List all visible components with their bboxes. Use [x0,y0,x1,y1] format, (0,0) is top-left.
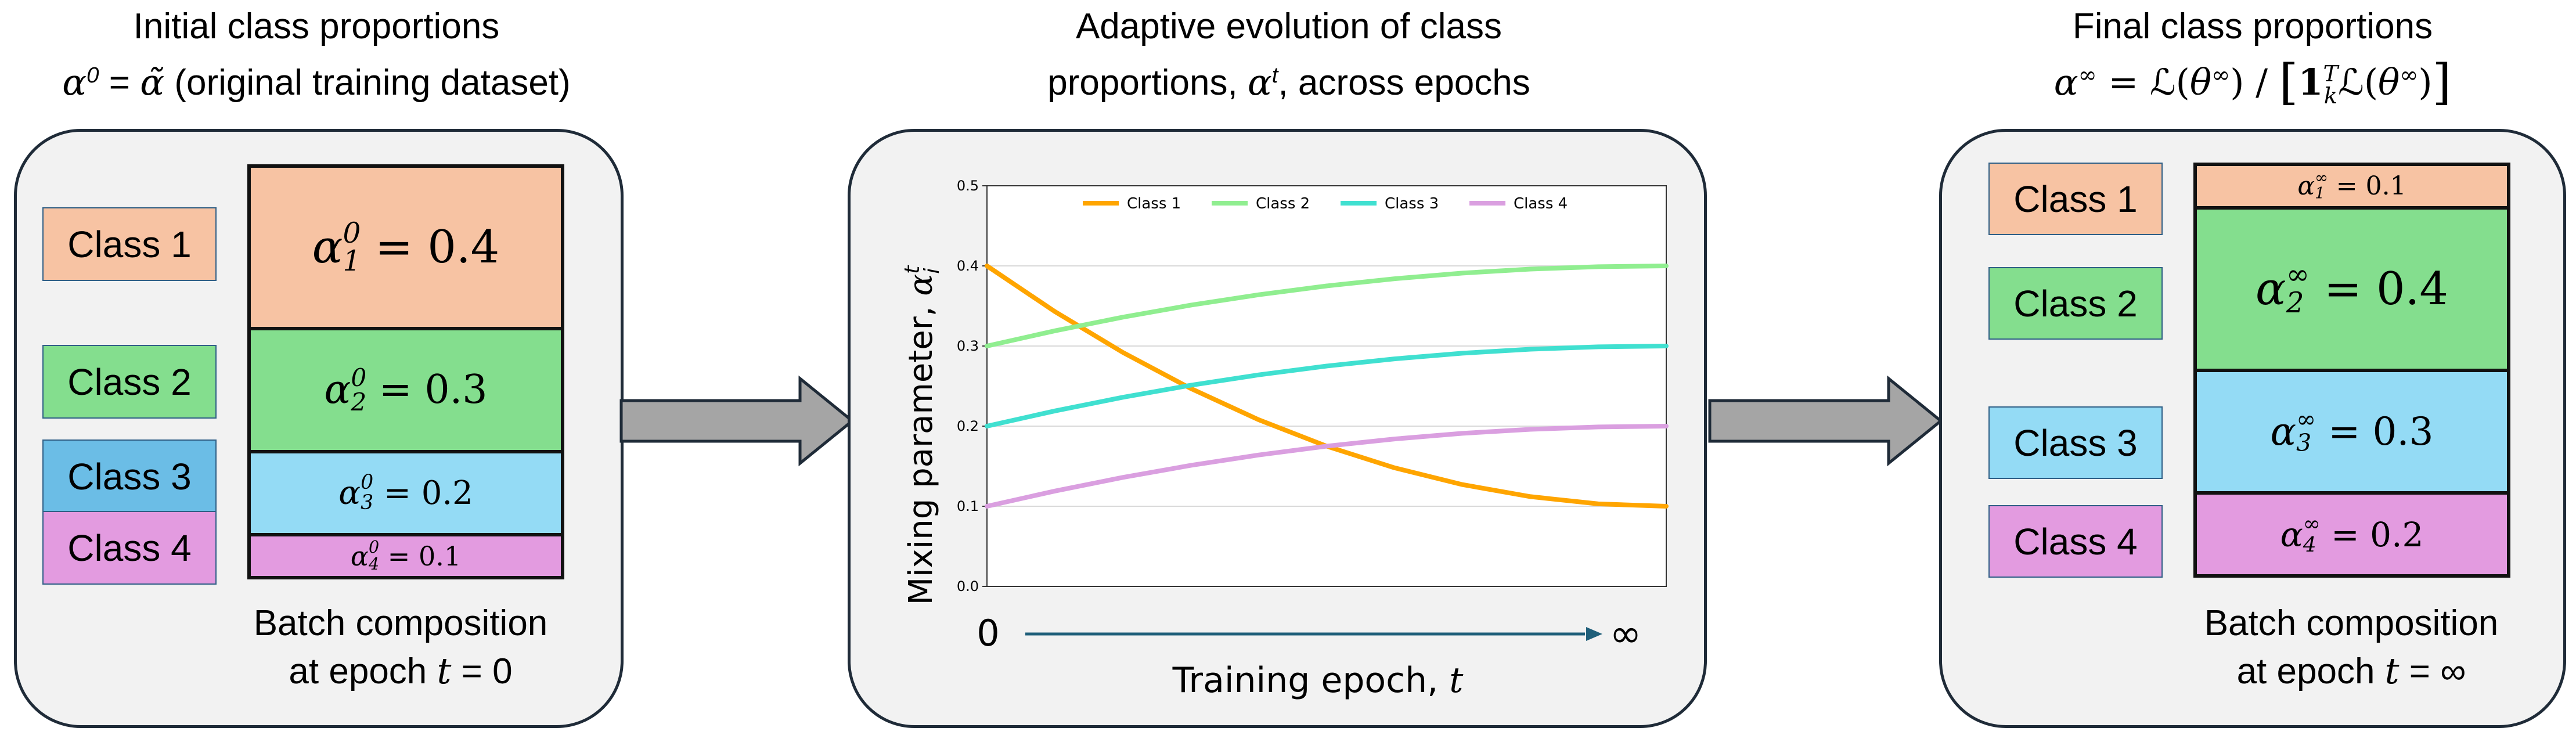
chart-ylabel: Mixing parameter, αti [900,265,944,605]
right-legend-class-4: Class 4 [1988,505,2163,578]
mixing-parameter-chart: 0.0 0.1 0.2 0.3 0.4 0.5 Class 1 Class 2 Class 3 C… [900,178,1669,701]
x-axis-arrow-head [1586,627,1602,641]
x-axis-start-label: 0 [977,612,999,654]
chart-xlabel: Training epoch, t [1172,660,1464,701]
arrow-middle-to-right [1708,375,1943,467]
legend-label-4: Class 4 [1514,195,1568,212]
right-caption: Batch composition at epoch t = ∞ [2204,603,2499,692]
legend-label-1: Class 1 [1127,195,1181,212]
series-line-class-4 [985,424,1669,509]
right-title: Final class proportions α∞ = ℒ(θ∞) / [1 T… [1933,2,2572,107]
plot-frame [986,185,1667,587]
right-segment-class-1: α ∞ 1 = 0.1 [2197,166,2507,206]
right-legend-class-1: Class 1 [1988,163,2163,235]
right-legend-class-3: Class 3 [1988,406,2163,479]
y-tick-label-3: 0.3 [957,338,979,354]
middle-title: Adaptive evolution of class proportions,… [1047,6,1530,104]
left-title: Initial class proportions α0 = α̃ (origi… [0,2,633,107]
left-legend-class-1: Class 1 [42,207,217,281]
legend-label-3: Class 3 [1385,195,1439,212]
y-tick-label-4: 0.4 [957,258,979,274]
right-segment-class-2: α ∞ 2 = 0.4 [2197,206,2507,369]
right-batch-stack: α ∞ 1 = 0.1 α ∞ 2 = 0.4 α ∞ 3 = 0.3 α ∞ 4 = 0.2 [2193,163,2510,578]
series-line-class-2 [985,264,1669,348]
left-caption: Batch composition at epoch t = 0 [253,603,548,692]
arrow-left-to-middle [619,375,855,467]
left-title-formula: α0 = α̃ (original training dataset) [62,61,571,104]
plot-area [987,186,1666,586]
series-line-class-3 [985,344,1669,428]
right-segment-class-3: α ∞ 3 = 0.3 [2197,368,2507,491]
left-legend-class-3: Class 3 [42,439,217,513]
x-axis-end-label: ∞ [1610,611,1642,656]
left-legend-class-2: Class 2 [42,345,217,419]
chart-layer: 0.0 0.1 0.2 0.3 0.4 0.5 Class 1 Class 2 Class 3 C… [957,178,1669,595]
right-legend-class-2: Class 2 [1988,267,2163,340]
y-tick-label-5: 0.5 [957,178,979,194]
y-tick-label-1: 0.1 [957,498,979,514]
left-title-line1: Initial class proportions [133,6,500,46]
right-segment-class-4: α ∞ 4 = 0.2 [2197,491,2507,574]
left-legend-class-4: Class 4 [42,511,217,585]
y-tick-label-0: 0.0 [957,578,979,595]
legend-label-2: Class 2 [1256,195,1310,212]
y-tick-label-2: 0.2 [957,418,979,434]
